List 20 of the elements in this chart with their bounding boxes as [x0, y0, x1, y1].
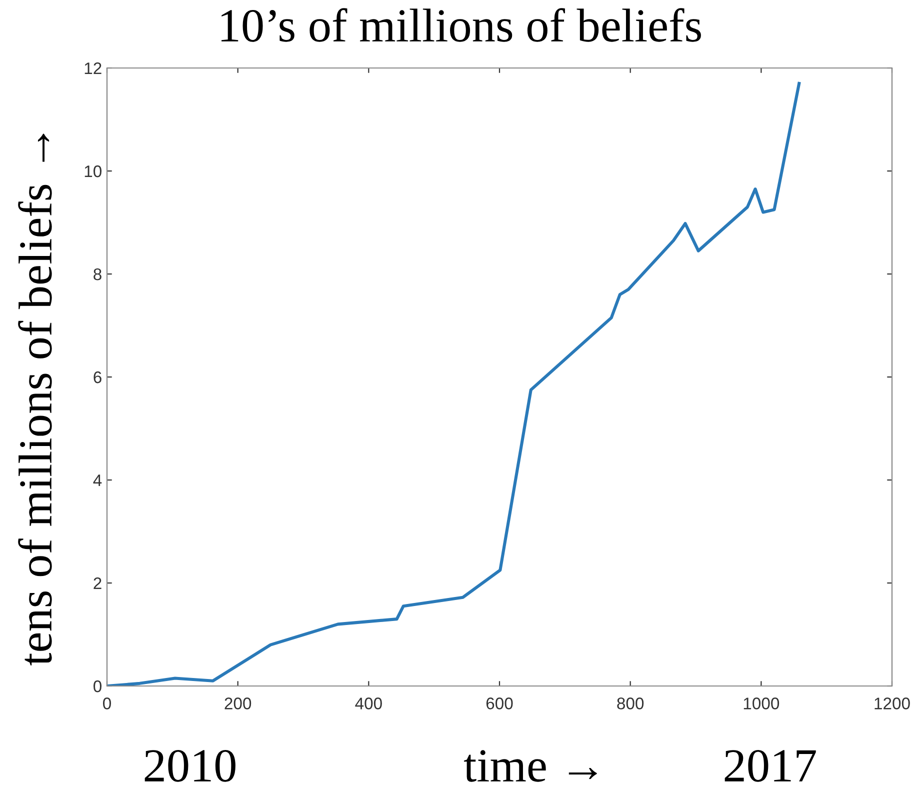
y-tick-label: 4: [93, 474, 102, 486]
x-tick-label: 1000: [744, 698, 780, 710]
text: 2017: [724, 750, 816, 782]
y-tick-label: 12: [84, 62, 102, 74]
x-axis-title: time →: [464, 750, 597, 782]
y-tick-label: 0: [94, 680, 102, 692]
y-tick-label: 2: [94, 577, 102, 590]
x-tick-label: 0: [103, 698, 111, 710]
x-tick-label: 600: [486, 698, 513, 710]
line-series: [107, 82, 801, 686]
y-axis-title: tens of millions of beliefs →: [18, 134, 52, 666]
x-tick-label: 1200: [874, 698, 910, 710]
x-tick-label: 200: [224, 698, 252, 710]
chart-title: 10’s of millions of beliefs: [222, 8, 701, 42]
y-tick-label: 8: [94, 268, 102, 280]
text: 2010: [144, 750, 236, 782]
y-tick-label: 6: [94, 371, 102, 384]
y-tick-label: 10: [84, 165, 102, 178]
x-tick-label: 800: [617, 698, 644, 710]
x-tick-label: 400: [355, 698, 382, 710]
